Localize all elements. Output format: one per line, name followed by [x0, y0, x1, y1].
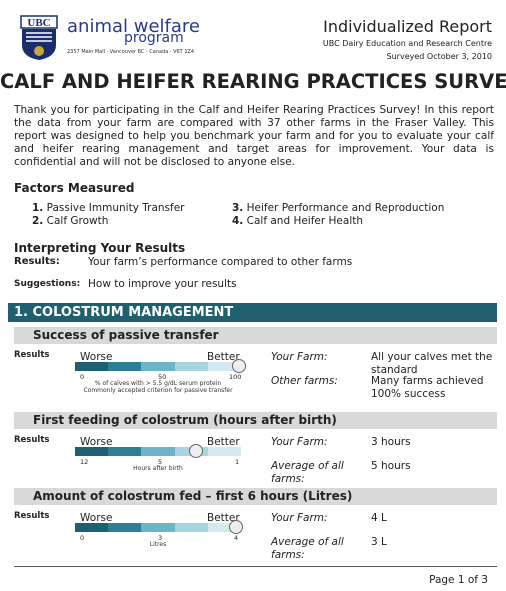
- scale-segment: [75, 447, 109, 456]
- factor: 3. Heifer Performance and Reproduction: [232, 202, 444, 214]
- row-value: Many farms achieved 100% success: [371, 375, 484, 400]
- scale-segment: [141, 362, 175, 371]
- row-value: 3 L: [371, 536, 387, 548]
- scale-segment: [174, 362, 208, 371]
- farm-marker: [232, 359, 246, 373]
- factor: 1. Passive Immunity Transfer: [32, 202, 184, 214]
- footer-rule: [14, 566, 497, 567]
- factor-text: Calf Growth: [46, 215, 109, 227]
- logo: UBC: [20, 15, 58, 60]
- scale-tick: 1: [235, 458, 240, 466]
- logo-text: UBC: [27, 17, 50, 29]
- subsection-title: Amount of colostrum fed – first 6 hours …: [33, 489, 353, 503]
- scale-segment: [207, 523, 242, 532]
- scale-caption: Hours after birth: [133, 465, 183, 472]
- scale-segment: [75, 362, 109, 371]
- title: CALF AND HEIFER REARING PRACTICES SURVEY: [0, 70, 506, 93]
- scale-segment: [141, 447, 175, 456]
- results-label: Results: [14, 435, 50, 445]
- factor-number: 3.: [232, 202, 244, 214]
- factors-heading: Factors Measured: [14, 181, 135, 195]
- scale-tick: 12: [80, 458, 89, 466]
- factor-number: 4.: [232, 215, 244, 227]
- scale-segment: [207, 362, 242, 371]
- report-title: Individualized Report: [323, 17, 492, 36]
- section-title: 1. COLOSTRUM MANAGEMENT: [14, 305, 234, 320]
- section-bar: [8, 303, 497, 322]
- centre: UBC Dairy Education and Research Centre: [322, 39, 492, 48]
- better-label: Better: [207, 436, 240, 448]
- factor-number: 1.: [32, 202, 44, 214]
- row-label: Other farms:: [271, 375, 338, 387]
- subsection-bar: Success of passive transfer: [14, 327, 497, 344]
- scale-segment: [174, 523, 208, 532]
- factor-text: Heifer Performance and Reproduction: [246, 202, 445, 214]
- factor-text: Passive Immunity Transfer: [46, 202, 185, 214]
- results-label: Results: [14, 350, 50, 360]
- scale-segment: [141, 523, 175, 532]
- worse-label: Worse: [80, 436, 113, 448]
- row-label: Your Farm:: [271, 512, 328, 524]
- suggestions-label: Suggestions:: [14, 279, 81, 289]
- scale-segment: [207, 447, 242, 456]
- survey-date: Surveyed October 3, 2010: [386, 52, 492, 61]
- row-value: 4 L: [371, 512, 387, 524]
- scale-tick: 5: [158, 458, 163, 466]
- farm-marker: [229, 520, 243, 534]
- org-line2: program: [124, 30, 184, 46]
- results-label: Results:: [14, 256, 60, 267]
- scale-segment: [108, 523, 142, 532]
- scale-tick: 0: [80, 373, 85, 381]
- worse-label: Worse: [80, 351, 113, 363]
- suggestions-text: How to improve your results: [88, 278, 237, 290]
- scale-tick: 0: [80, 534, 85, 542]
- scale: [75, 362, 242, 371]
- subsection-title: Success of passive transfer: [33, 328, 219, 342]
- address: 2357 Main Mall · Vancouver BC · Canada ·…: [67, 49, 195, 55]
- scale: [75, 523, 242, 532]
- scale-segment: [108, 362, 142, 371]
- better-label: Better: [207, 351, 240, 363]
- factor: 2. Calf Growth: [32, 215, 108, 227]
- scale-tick: 50: [158, 373, 167, 381]
- scale-segment: [75, 523, 109, 532]
- subsection-title: First feeding of colostrum (hours after …: [33, 413, 337, 427]
- scale-caption: Commonly accepted criterion for passive …: [83, 387, 233, 394]
- scale-caption: Litres: [149, 541, 167, 548]
- subsection-bar: First feeding of colostrum (hours after …: [14, 412, 497, 429]
- subsection-bar: Amount of colostrum fed – first 6 hours …: [14, 488, 497, 505]
- row-label: Your Farm:: [271, 436, 328, 448]
- farm-marker: [189, 444, 203, 458]
- row-label: Your Farm:: [271, 351, 328, 363]
- scale: [75, 447, 242, 456]
- factor: 4. Calf and Heifer Health: [232, 215, 363, 227]
- scale-caption: % of calves with > 5.5 g/dL serum protei…: [94, 380, 222, 387]
- row-value: 5 hours: [371, 460, 411, 472]
- results-label: Results: [14, 511, 50, 521]
- worse-label: Worse: [80, 512, 113, 524]
- results-text: Your farm’s performance compared to othe…: [88, 256, 353, 268]
- factor-text: Calf and Heifer Health: [246, 215, 364, 227]
- scale-tick: 4: [234, 534, 239, 542]
- scale-segment: [108, 447, 142, 456]
- scale-tick: 3: [158, 534, 163, 542]
- row-label: Average of all farms:: [271, 460, 344, 485]
- factor-number: 2.: [32, 215, 44, 227]
- interpreting-heading: Interpreting Your Results: [14, 241, 186, 255]
- row-label: Average of all farms:: [271, 536, 344, 561]
- intro: Thank you for participating in the Calf …: [14, 104, 494, 168]
- row-value: All your calves met the standard: [371, 351, 493, 376]
- scale-tick: 100: [229, 373, 242, 381]
- page-number: Page 1 of 3: [429, 574, 488, 586]
- row-value: 3 hours: [371, 436, 411, 448]
- org-line1: animal welfare: [67, 16, 200, 37]
